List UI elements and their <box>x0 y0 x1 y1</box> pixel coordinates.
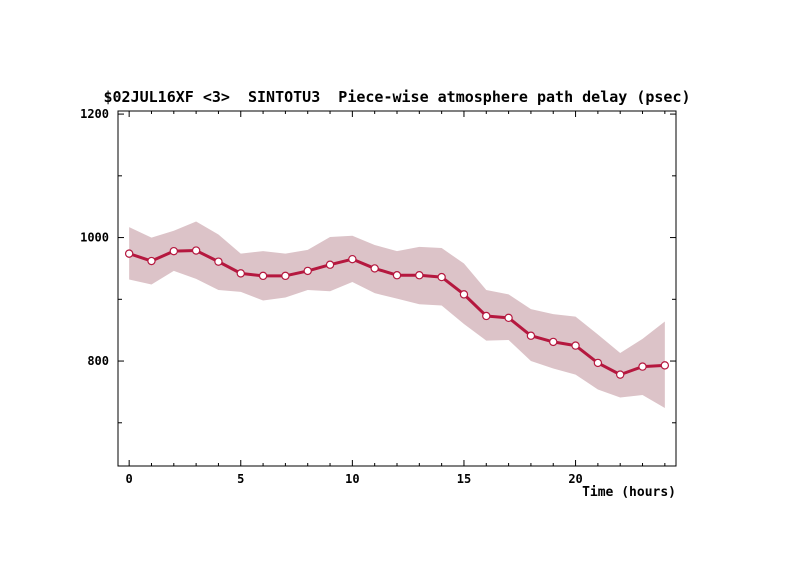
x-axis-label: Time (hours) <box>582 485 676 500</box>
data-point <box>415 271 424 280</box>
data-point <box>258 271 268 281</box>
data-point <box>303 266 312 276</box>
data-point <box>571 341 580 350</box>
data-point <box>526 331 536 340</box>
x-tick-label: 15 <box>457 472 471 486</box>
data-point <box>214 257 223 266</box>
data-point <box>616 370 625 379</box>
y-tick-label: 1000 <box>80 231 109 245</box>
data-point <box>459 290 469 299</box>
x-tick-label: 5 <box>237 472 244 486</box>
y-tick-label: 1200 <box>80 107 109 121</box>
data-point <box>281 271 290 281</box>
x-tick-label: 10 <box>345 472 359 486</box>
data-point <box>124 249 134 258</box>
data-point <box>437 272 446 282</box>
data-point <box>504 313 513 323</box>
error-band-layer <box>129 221 665 408</box>
axis-tick-layer: 0 5 10 15 20 800 1000 1200 <box>80 107 676 486</box>
data-point-layer <box>124 246 670 379</box>
data-point <box>348 254 357 264</box>
data-point <box>392 271 402 280</box>
data-point <box>147 256 156 266</box>
data-point <box>593 358 603 368</box>
data-point <box>638 362 647 371</box>
data-point <box>549 337 558 347</box>
data-point <box>169 246 178 256</box>
chart-title: $02JUL16XF <3> SINTOTU3 Piece-wise atmos… <box>104 88 691 106</box>
x-tick-label: 0 <box>126 472 133 486</box>
y-tick-label: 800 <box>87 354 109 368</box>
data-point <box>236 269 245 278</box>
data-point <box>191 246 201 255</box>
data-point <box>482 311 491 321</box>
uncertainty-band <box>129 221 665 408</box>
x-tick-label: 20 <box>568 472 582 486</box>
data-point <box>370 264 379 273</box>
data-point <box>325 260 335 269</box>
data-point <box>660 361 670 370</box>
